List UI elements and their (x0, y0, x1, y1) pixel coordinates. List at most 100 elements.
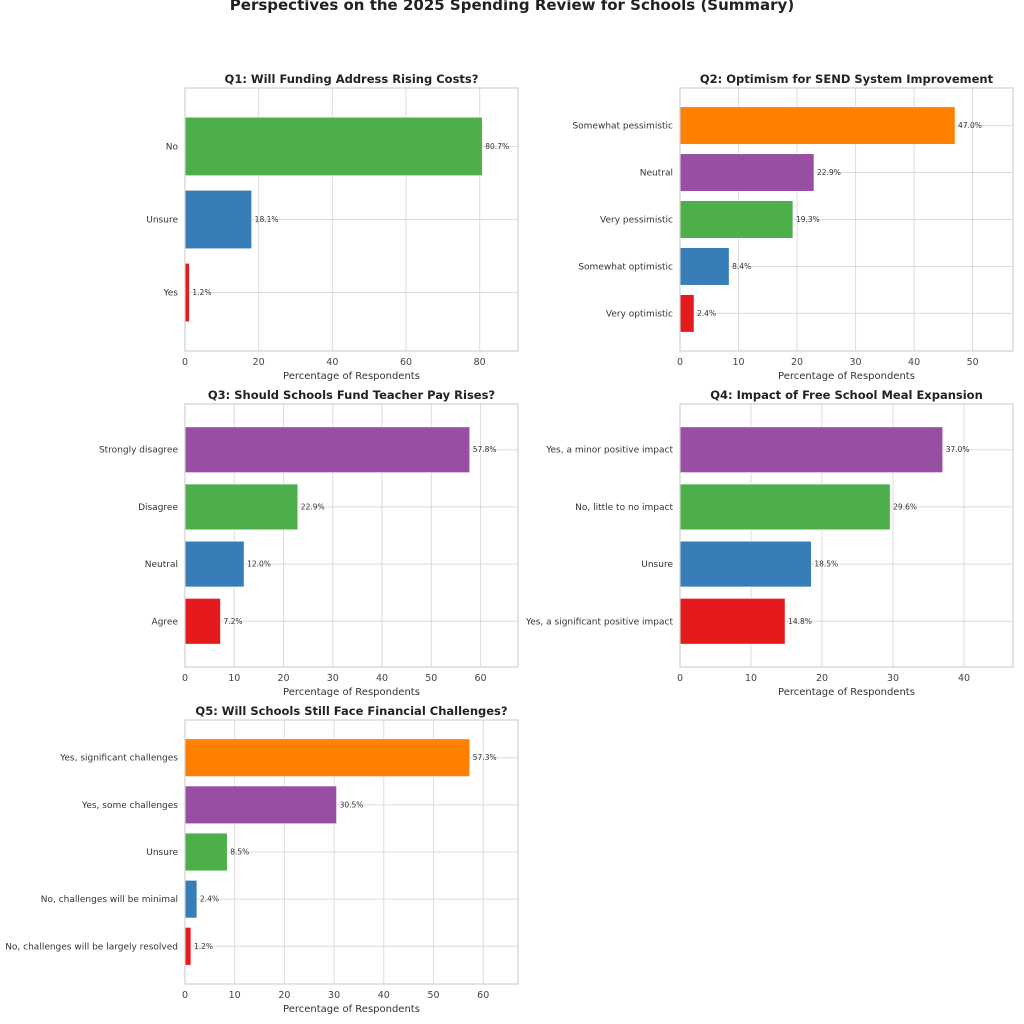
bar (679, 483, 891, 531)
x-tick-label: 20 (253, 357, 265, 368)
x-tick-label: 10 (732, 357, 744, 368)
category-label: Agree (152, 617, 179, 627)
data-label: 22.9% (301, 502, 325, 511)
x-tick-label: 20 (278, 990, 290, 1001)
bar (184, 598, 221, 645)
data-label: 2.4% (697, 309, 716, 318)
bar (184, 738, 471, 777)
x-tick-label: 0 (677, 673, 683, 684)
x-tick-label: 60 (477, 990, 489, 1001)
bar (184, 540, 245, 588)
x-tick-label: 20 (791, 357, 803, 368)
category-label: Yes (162, 289, 178, 299)
x-tick-label: 60 (475, 673, 487, 684)
x-tick-label: 0 (182, 357, 188, 368)
data-label: 1.2% (194, 942, 213, 951)
data-label: 2.4% (200, 895, 219, 904)
x-axis-label: Percentage of Respondents (283, 371, 420, 382)
x-axis-label: Percentage of Respondents (778, 371, 915, 382)
bar (679, 106, 956, 145)
data-label: 14.8% (788, 617, 812, 626)
category-label: Yes, a significant positive impact (525, 617, 674, 627)
category-label: Disagree (138, 503, 178, 513)
data-label: 37.0% (946, 445, 970, 454)
x-tick-label: 30 (328, 990, 340, 1001)
x-tick-label: 10 (229, 990, 241, 1001)
category-label: Unsure (641, 560, 673, 570)
bar (184, 927, 192, 966)
plot-frame (184, 87, 519, 352)
chart-q1: 0 20 40 60 80 No 80.7% Unsure 18.1% Yes 1.2% Q1: Wi… (146, 72, 519, 382)
x-tick-label: 80 (474, 357, 486, 368)
plot-frame (184, 719, 519, 985)
data-label: 47.0% (958, 121, 982, 130)
data-label: 8.5% (230, 848, 249, 857)
data-label: 12.0% (247, 560, 271, 569)
bar (184, 879, 198, 919)
bar (679, 200, 794, 239)
category-label: Somewhat optimistic (578, 262, 673, 272)
category-label: No, challenges will be largely resolved (5, 942, 178, 952)
x-tick-label: 0 (182, 673, 188, 684)
x-tick-label: 30 (887, 673, 899, 684)
data-label: 18.5% (814, 560, 838, 569)
x-tick-label: 40 (326, 357, 338, 368)
bar (184, 116, 483, 176)
category-label: Very pessimistic (600, 216, 673, 226)
category-label: Neutral (640, 169, 673, 179)
chart-q4: 0 10 20 30 40 Yes, a minor positive impact 37.… (525, 388, 1014, 698)
bar (679, 426, 944, 473)
data-label: 7.2% (223, 617, 242, 626)
bar (184, 426, 471, 473)
chart-q2: 0 10 20 30 40 50 Somewhat pessimistic 47.0% Neut… (572, 72, 1014, 382)
x-tick-label: 40 (908, 357, 920, 368)
category-label: Unsure (146, 216, 178, 226)
bar (184, 832, 228, 872)
data-label: 57.8% (473, 445, 497, 454)
chart-title: Q4: Impact of Free School Meal Expansion (710, 388, 983, 402)
x-axis-label: Percentage of Respondents (283, 1004, 420, 1015)
data-label: 18.1% (255, 215, 279, 224)
x-tick-label: 0 (677, 357, 683, 368)
category-label: Strongly disagree (99, 446, 179, 456)
x-axis-label: Percentage of Respondents (778, 687, 915, 698)
data-label: 30.5% (340, 800, 364, 809)
chart-title: Q2: Optimism for SEND System Improvement (700, 72, 994, 86)
data-label: 29.6% (893, 502, 917, 511)
x-tick-label: 60 (400, 357, 412, 368)
chart-title: Q3: Should Schools Fund Teacher Pay Rise… (208, 388, 495, 402)
x-axis-label: Percentage of Respondents (283, 687, 420, 698)
bar (184, 189, 252, 250)
category-label: Yes, a minor positive impact (545, 446, 673, 456)
x-tick-label: 10 (228, 673, 240, 684)
plot-frame (679, 87, 1014, 352)
data-label: 80.7% (485, 142, 509, 151)
x-tick-label: 50 (425, 673, 437, 684)
chart-title: Q1: Will Funding Address Rising Costs? (225, 72, 479, 86)
chart-q3: 0 10 20 30 40 50 60 Strongly disagree 57.8% Disag… (99, 388, 519, 698)
data-label: 8.4% (732, 262, 751, 271)
x-tick-label: 20 (816, 673, 828, 684)
x-tick-label: 20 (277, 673, 289, 684)
data-label: 1.2% (192, 288, 211, 297)
bar (679, 247, 730, 286)
x-tick-label: 10 (745, 673, 757, 684)
x-tick-label: 50 (427, 990, 439, 1001)
data-label: 22.9% (817, 168, 841, 177)
x-tick-label: 40 (376, 673, 388, 684)
category-label: No, little to no impact (575, 503, 673, 513)
bar (679, 153, 815, 192)
x-tick-label: 30 (327, 673, 339, 684)
x-tick-label: 40 (378, 990, 390, 1001)
bar (184, 785, 337, 825)
category-label: Yes, significant challenges (59, 754, 178, 764)
bar (679, 598, 786, 645)
category-label: No (166, 142, 179, 152)
category-label: Unsure (146, 848, 178, 858)
data-label: 57.3% (473, 753, 497, 762)
bar (184, 263, 190, 323)
bar (679, 540, 812, 588)
plot-frame (184, 403, 519, 668)
category-label: Neutral (145, 560, 178, 570)
